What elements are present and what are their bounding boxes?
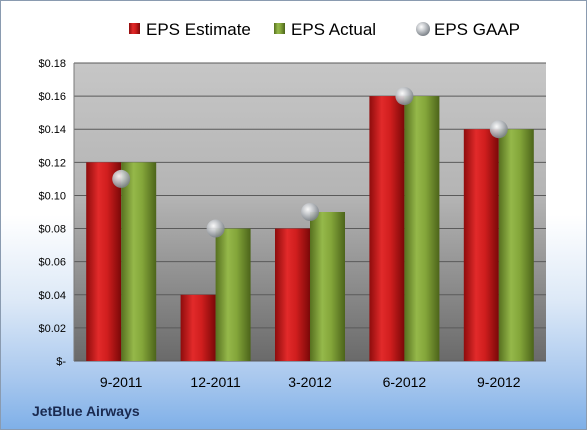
gaap-points <box>112 87 508 238</box>
x-tick-label: 9-2012 <box>477 374 521 390</box>
x-axis: 9-2011 12-2011 3-2012 6-2012 9-2012 <box>100 374 521 390</box>
y-tick-label: $0.08 <box>38 224 66 236</box>
legend-label: EPS GAAP <box>434 20 520 39</box>
bar-eps-estimate <box>275 228 310 361</box>
bar-eps-actual <box>498 129 534 361</box>
y-tick-label: $0.02 <box>38 323 66 335</box>
bars <box>86 96 534 361</box>
point-eps-gaap <box>489 120 508 139</box>
y-tick-label: $0.18 <box>38 58 66 70</box>
bar-eps-actual <box>121 162 157 361</box>
point-eps-gaap <box>112 169 131 188</box>
legend: EPS Estimate EPS Actual EPS GAAP <box>129 20 520 39</box>
point-eps-gaap <box>395 87 414 106</box>
bar-eps-estimate <box>180 294 216 361</box>
bar-eps-actual <box>404 96 440 361</box>
legend-label: EPS Estimate <box>146 20 251 39</box>
bar-eps-estimate <box>369 96 405 361</box>
y-tick-label: $- <box>56 356 66 368</box>
point-eps-gaap <box>301 203 319 221</box>
legend-swatch <box>129 23 140 34</box>
bar-eps-actual <box>310 212 345 361</box>
legend-swatch <box>416 22 430 36</box>
y-tick-label: $0.16 <box>38 91 66 103</box>
y-axis: $- $0.02 $0.04 $0.06 $0.08 $0.10 $0.12 $0.14 $0.… <box>38 58 75 368</box>
legend-swatch <box>274 23 285 34</box>
point-eps-gaap <box>206 219 225 238</box>
bar-eps-estimate <box>463 129 499 361</box>
y-tick-label: $0.12 <box>38 157 66 169</box>
x-tick-label: 6-2012 <box>383 374 427 390</box>
bar-eps-estimate <box>86 162 122 361</box>
legend-label: EPS Actual <box>291 20 376 39</box>
x-tick-label: 3-2012 <box>288 374 332 390</box>
y-tick-label: $0.04 <box>38 290 66 302</box>
x-tick-label: 9-2011 <box>100 374 143 390</box>
x-tick-label: 12-2011 <box>190 374 241 390</box>
y-tick-label: $0.10 <box>38 190 66 202</box>
company-name: JetBlue Airways <box>32 403 140 419</box>
y-tick-label: $0.14 <box>38 124 66 136</box>
bar-eps-actual <box>215 228 251 361</box>
y-tick-label: $0.06 <box>38 257 66 269</box>
